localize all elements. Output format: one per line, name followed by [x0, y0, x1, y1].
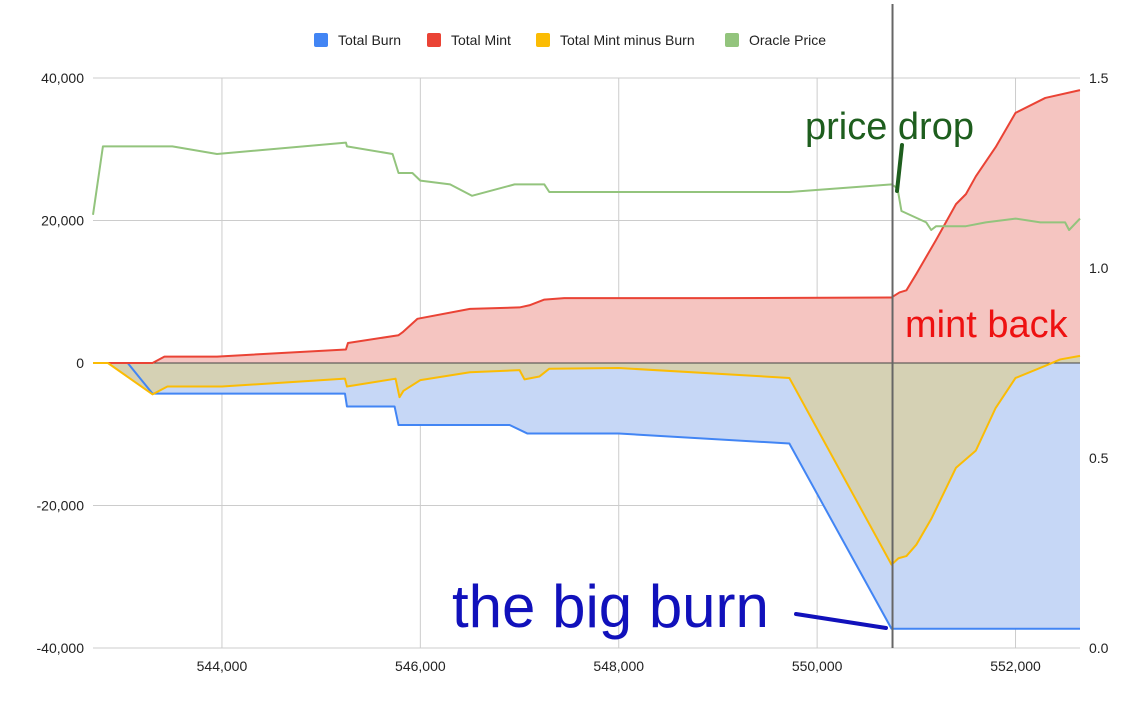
legend-swatch-mint-minus-burn [536, 33, 550, 47]
y-right-tick-label: 0.0 [1089, 640, 1109, 656]
big-burn-pointer [794, 612, 888, 630]
left-axis-ticks: 40,000 20,000 0 -20,000 -40,000 [37, 70, 85, 656]
y-left-tick-label: -20,000 [37, 498, 85, 514]
y-left-tick-label: 0 [76, 355, 84, 371]
legend-label-mint-minus-burn: Total Mint minus Burn [560, 32, 695, 48]
legend-label-total-mint: Total Mint [451, 32, 511, 48]
mint-back-annotation: mint back [905, 304, 1069, 346]
price-drop-pointer [895, 143, 904, 193]
y-right-tick-label: 1.5 [1089, 70, 1109, 86]
x-tick-label: 550,000 [792, 658, 843, 674]
x-tick-label: 552,000 [990, 658, 1041, 674]
annotations: price drop mint back the big burn [452, 106, 1069, 640]
area-total-mint [93, 90, 1080, 364]
legend-swatch-oracle-price [725, 33, 739, 47]
legend: Total Burn Total Mint Total Mint minus B… [314, 32, 826, 48]
legend-label-oracle-price: Oracle Price [749, 32, 826, 48]
series-lines [92, 89, 1081, 630]
big-burn-annotation: the big burn [452, 573, 769, 640]
x-tick-label: 546,000 [395, 658, 446, 674]
legend-swatch-total-mint [427, 33, 441, 47]
line-total-mint [93, 89, 1081, 364]
series-areas [93, 90, 1080, 629]
price-drop-annotation: price drop [805, 106, 974, 148]
right-axis-ticks: 1.5 1.0 0.5 0.0 [1089, 70, 1109, 656]
legend-label-total-burn: Total Burn [338, 32, 401, 48]
line-total-burn [93, 362, 1080, 630]
y-right-tick-label: 0.5 [1089, 450, 1109, 466]
y-left-tick-label: -40,000 [37, 640, 85, 656]
x-tick-label: 548,000 [593, 658, 644, 674]
area-total-mint-minus-burn [93, 355, 1080, 565]
line-oracle-price [92, 141, 1081, 231]
line-total-mint-minus-burn [93, 354, 1081, 566]
x-tick-label: 544,000 [197, 658, 248, 674]
x-axis-ticks: 544,000 546,000 548,000 550,000 552,000 [197, 658, 1041, 674]
legend-swatch-total-burn [314, 33, 328, 47]
y-right-tick-label: 1.0 [1089, 260, 1109, 276]
y-left-tick-label: 20,000 [41, 213, 84, 229]
y-left-tick-label: 40,000 [41, 70, 84, 86]
